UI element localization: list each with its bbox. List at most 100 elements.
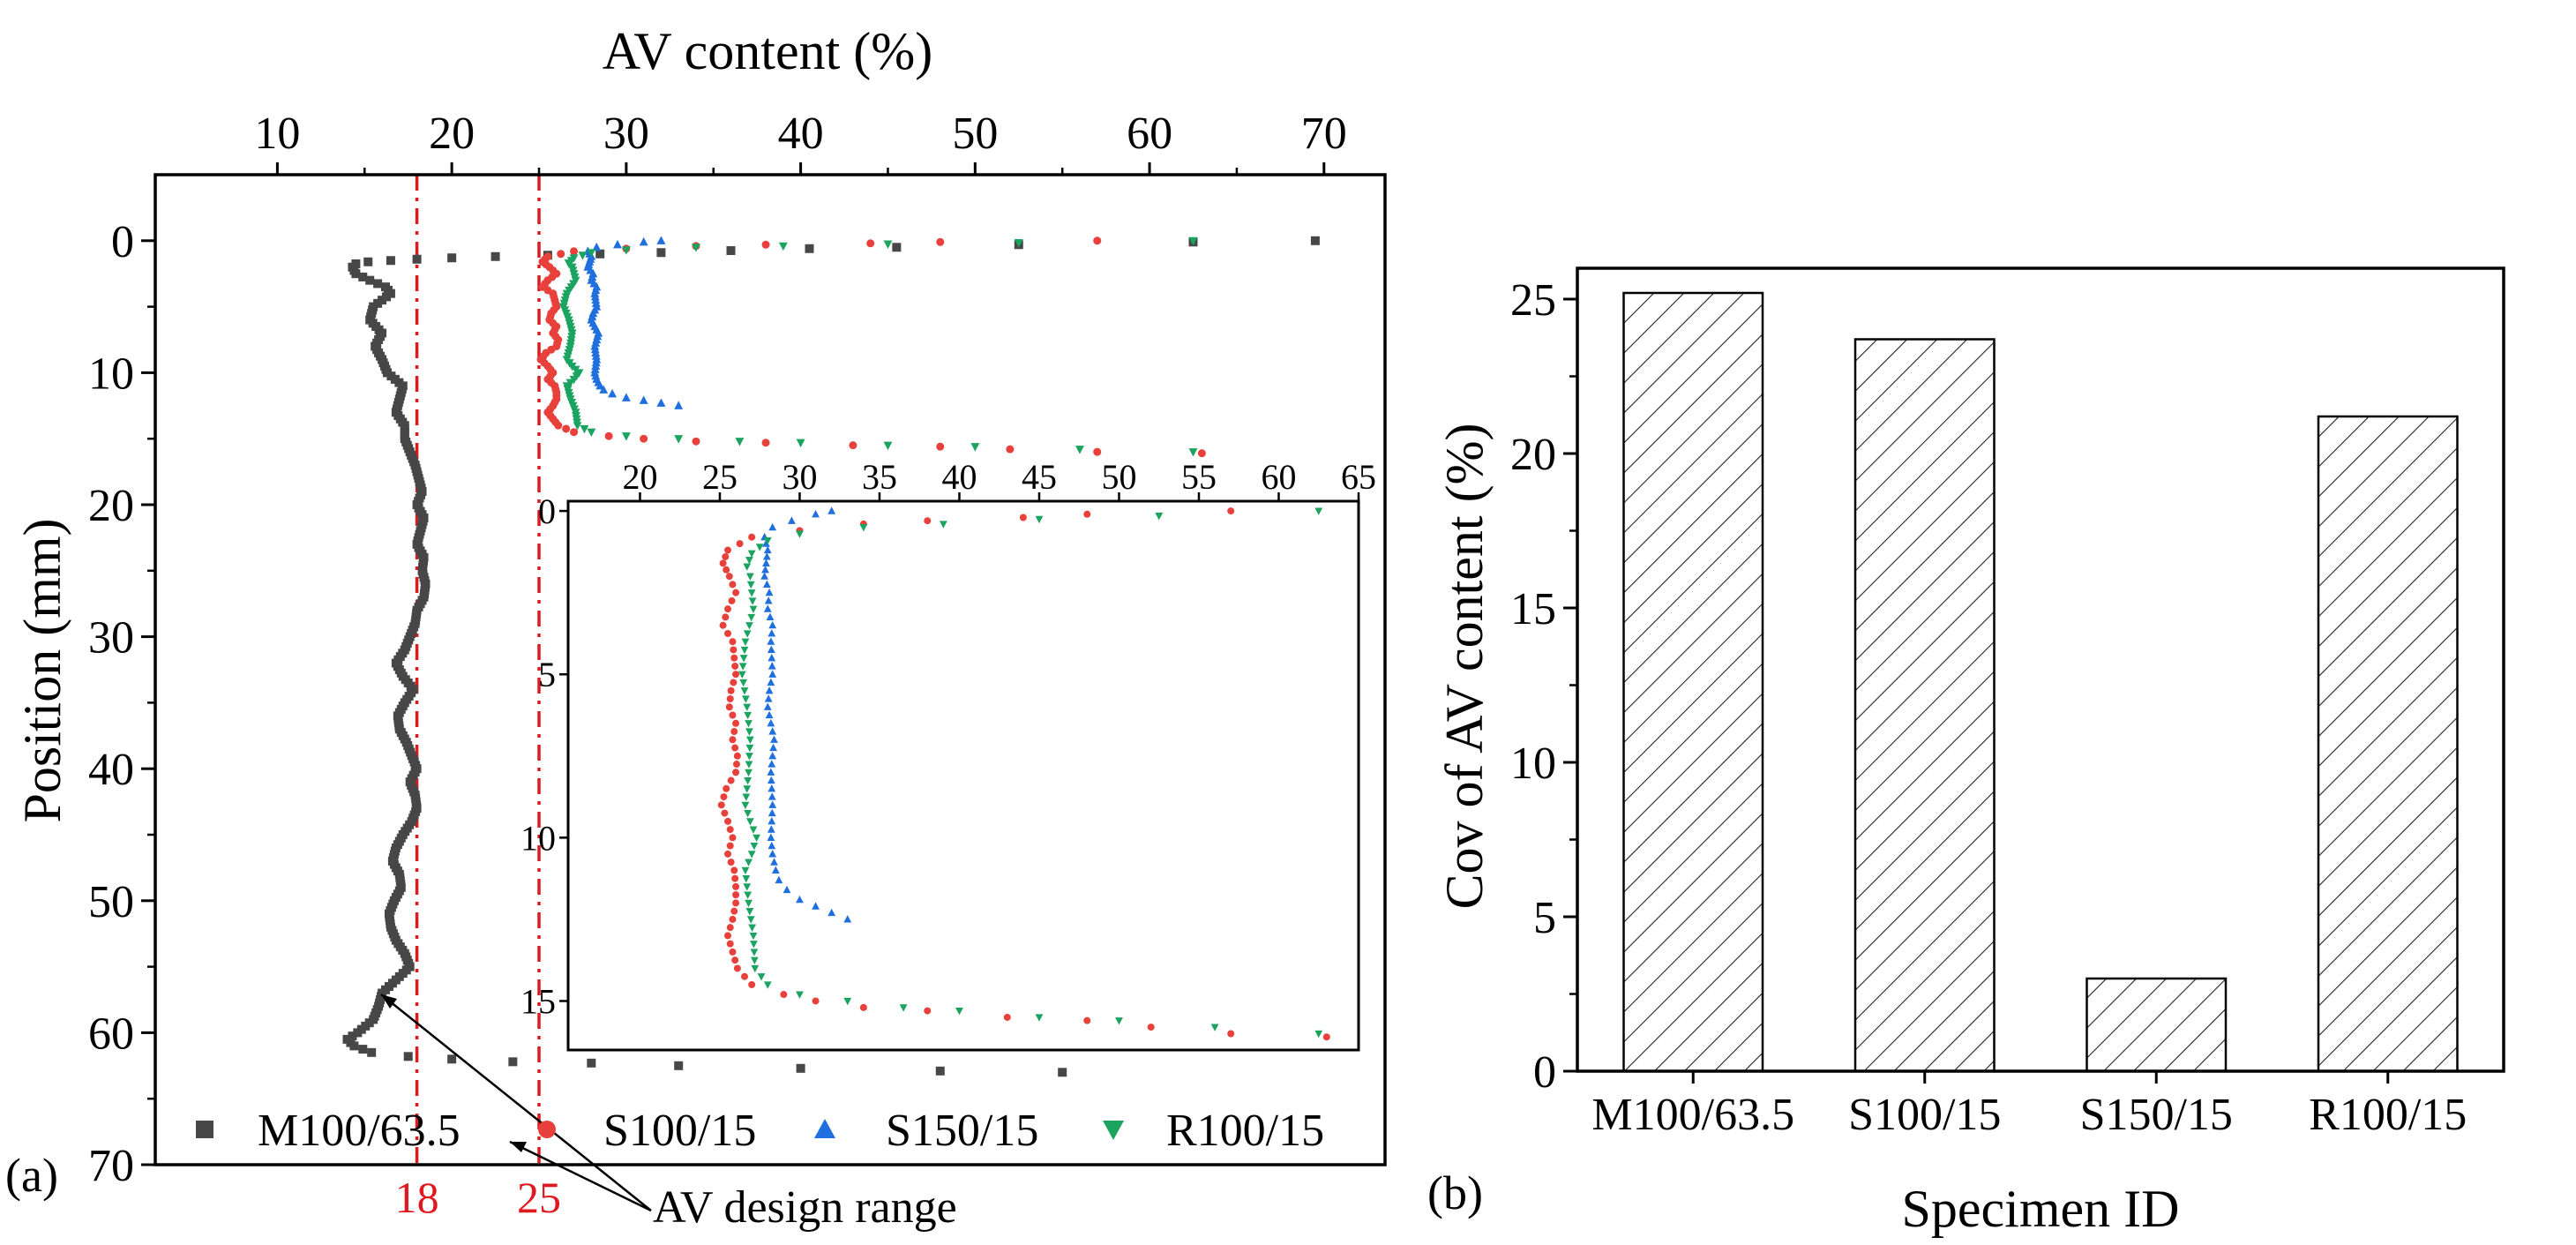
inset-data-point — [745, 728, 753, 736]
inset-data-point — [812, 997, 820, 1005]
data-point — [1006, 445, 1015, 454]
inset-data-point — [1227, 507, 1235, 515]
data-point — [349, 1041, 359, 1051]
bar-category-label: S100/15 — [1848, 1090, 2001, 1140]
inset-data-point — [736, 540, 744, 548]
inset-data-point — [738, 663, 747, 671]
main-plot-area — [342, 175, 1320, 1165]
inset-data-point — [767, 645, 775, 654]
inset-data-point — [741, 695, 750, 703]
data-point — [573, 422, 582, 431]
inset-data-point — [732, 899, 740, 907]
inset-data-point — [750, 949, 759, 956]
inset-data-point — [743, 630, 752, 638]
inset-data-point — [939, 521, 947, 529]
inset-data-point — [741, 866, 750, 875]
inset-data-point — [749, 932, 758, 941]
inset-data-point — [796, 530, 804, 538]
main-xtick-label: 30 — [603, 109, 649, 159]
inset-data-point — [768, 522, 777, 531]
legend-label-s100: S100/15 — [603, 1106, 756, 1156]
inset-data-point — [745, 736, 754, 745]
inset-data-point — [1227, 1030, 1235, 1038]
data-point — [367, 1047, 377, 1057]
inset-data-point — [730, 679, 738, 686]
inset-data-point — [767, 718, 775, 727]
inset-data-point — [771, 866, 780, 874]
x-axis-title-a: AV content (%) — [603, 22, 932, 80]
inset-data-point — [731, 744, 739, 752]
inset-data-point — [741, 801, 750, 810]
inset-data-point — [827, 506, 836, 514]
inset-data-point — [729, 915, 737, 923]
inset-xtick-label: 20 — [622, 457, 657, 497]
inset-data-point — [767, 678, 775, 686]
data-point — [613, 239, 622, 249]
legend-marker-s100 — [538, 1121, 556, 1138]
panel-b: (b) Specimen ID Cov of AV content (%) 0 5… — [1427, 266, 2505, 1238]
inset-data-point — [764, 596, 773, 604]
bar-axis-ticks: 0 5 10 15 20 25 M100/63.5 S100/15 S150/15 R100/15 — [1510, 275, 2467, 1140]
inset-data-point — [796, 895, 804, 904]
inset-xtick-label: 55 — [1181, 457, 1217, 497]
inset-ytick-label: 10 — [520, 818, 556, 858]
data-point — [351, 269, 361, 279]
data-point — [656, 398, 666, 407]
main-xtick-label: 70 — [1301, 109, 1347, 159]
panel-label-b: (b) — [1427, 1166, 1483, 1219]
inset-data-point — [767, 833, 775, 841]
design-low-label: 18 — [395, 1173, 439, 1222]
inset-data-point — [745, 769, 753, 777]
inset-data-point — [723, 784, 730, 792]
inset-data-point — [744, 776, 753, 785]
inset-data-point — [729, 711, 737, 719]
design-range-annotation: AV design range — [380, 994, 957, 1233]
data-point — [570, 428, 579, 437]
y-axis-title-b: Cov of AV content (%) — [1435, 423, 1494, 909]
inset-data-point — [724, 629, 732, 637]
inset-data-point — [732, 882, 740, 890]
inset-data-point — [859, 1003, 867, 1011]
inset-data-point — [729, 736, 737, 744]
annotation-arrow-1 — [380, 994, 652, 1211]
inset-data-point — [726, 826, 734, 834]
inset-data-point — [767, 768, 775, 776]
data-point — [1075, 446, 1084, 454]
legend-a: M100/63.5 S100/15 S150/15 R100/15 — [196, 1106, 1324, 1156]
data-point — [557, 250, 565, 259]
inset-data-point — [768, 800, 777, 808]
legend-marker-s150 — [814, 1119, 835, 1138]
inset-data-point — [770, 735, 778, 743]
inset-xtick-label: 45 — [1022, 457, 1057, 497]
inset-data-point — [748, 533, 756, 541]
inset-xtick-label: 60 — [1261, 457, 1296, 497]
inset-data-point — [746, 581, 755, 589]
inset-data-point — [760, 572, 769, 580]
legend-marker-r100 — [1103, 1121, 1124, 1140]
inset-data-point — [724, 932, 732, 940]
inset-data-point — [729, 834, 737, 842]
inset-data-point — [739, 679, 748, 687]
data-point — [403, 1052, 413, 1061]
data-point — [386, 256, 395, 266]
inset-data-point — [745, 753, 753, 761]
main-plot-frame — [154, 173, 1387, 1166]
inset-data-point — [765, 710, 774, 719]
inset-data-point — [1035, 1014, 1044, 1022]
bar-ytick-label: 25 — [1510, 275, 1556, 326]
main-ytick-label: 40 — [88, 745, 134, 795]
inset-data-point — [732, 719, 740, 727]
inset-series-s150-15 — [760, 506, 852, 923]
inset-data-point — [722, 552, 730, 560]
data-point — [1014, 238, 1023, 248]
main-xtick-label: 20 — [429, 109, 475, 159]
data-point — [621, 432, 631, 441]
inset-data-point — [788, 516, 796, 524]
inset-data-point — [731, 662, 739, 670]
inset-data-point — [843, 997, 852, 1006]
data-point — [587, 1058, 596, 1068]
main-ytick-label: 50 — [88, 877, 134, 927]
panel-a: (a) AV content (%) Position (mm) 10 20 30 4… — [5, 22, 1387, 1233]
inset-data-point — [762, 539, 770, 547]
data-point — [735, 438, 745, 446]
